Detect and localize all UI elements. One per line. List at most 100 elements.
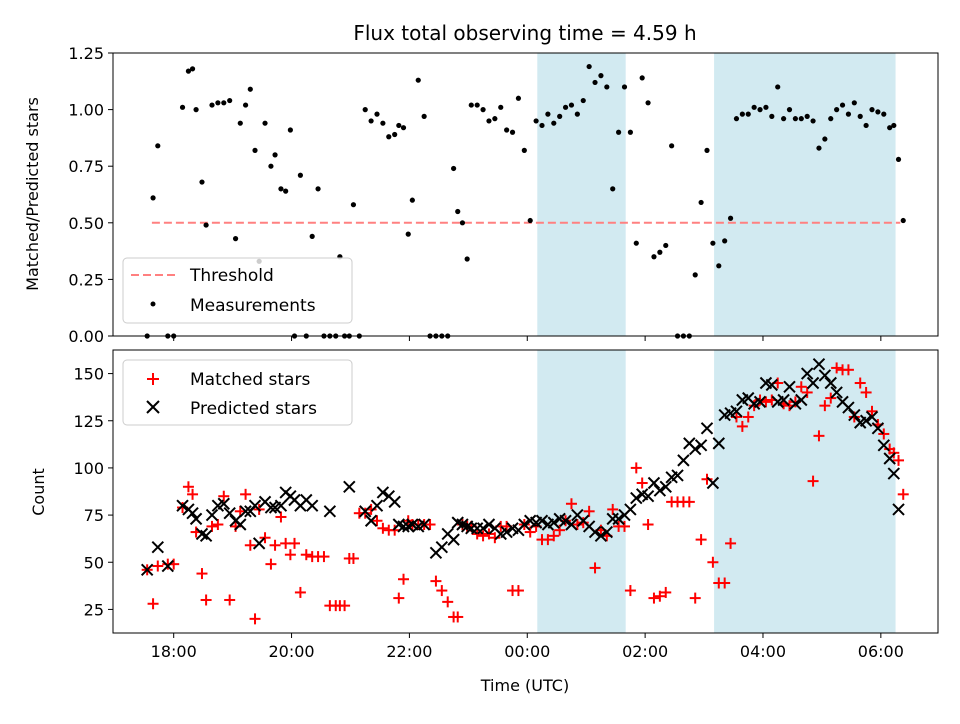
matched-star-point — [512, 585, 524, 597]
predicted-star-stroke — [624, 503, 637, 516]
measurement-point — [492, 116, 498, 122]
measurement-point — [474, 102, 480, 108]
predicted-star-point — [518, 518, 531, 531]
measurement-point — [592, 79, 598, 86]
predicted-star-stroke — [300, 493, 313, 507]
predicted-star-point — [842, 401, 855, 414]
matched-star-point — [760, 396, 772, 408]
matched-star-point — [275, 511, 287, 523]
predicted-star-stroke — [364, 514, 378, 527]
predicted-star-stroke — [441, 527, 454, 541]
matched-star-point — [152, 560, 164, 572]
predicted-star-stroke — [871, 422, 885, 435]
predicted-star-point — [765, 378, 779, 392]
measurement-point — [215, 100, 221, 106]
predicted-star-point — [671, 469, 684, 482]
matched-legend-label: Matched stars — [190, 370, 310, 390]
measurement-point — [869, 107, 875, 113]
predicted-star-stroke — [759, 376, 773, 390]
measurement-point — [822, 136, 828, 142]
predicted-star-stroke — [892, 503, 905, 516]
predicted-star-point — [848, 408, 861, 422]
measurement-point — [669, 143, 675, 149]
predicted-star-stroke — [258, 495, 272, 509]
matched-star-point — [318, 551, 330, 563]
matched-star-point — [359, 507, 371, 519]
x-axis-label: Time (UTC) — [480, 676, 569, 695]
predicted-star-point — [343, 480, 356, 493]
measurement-point — [562, 104, 569, 110]
measurement-point — [262, 120, 268, 126]
predicted-star-point — [795, 393, 808, 407]
measurement-point — [155, 143, 161, 149]
predicted-star-stroke — [370, 499, 384, 512]
predicted-star-stroke — [186, 506, 199, 520]
top-shaded-region-1 — [714, 53, 896, 336]
predicted-star-stroke — [217, 497, 230, 510]
predicted-star-point — [186, 506, 199, 520]
matched-star-point — [200, 594, 212, 606]
top-legend: Threshold Measurements — [122, 257, 353, 324]
predicted-star-stroke — [343, 480, 356, 493]
matched-star-point — [630, 462, 642, 474]
predicted-star-point — [624, 503, 637, 516]
matched-star-point — [825, 392, 837, 404]
predicted-star-point — [830, 386, 843, 399]
predicted-star-stroke — [305, 499, 319, 512]
bottom-legend-box — [122, 359, 353, 426]
measurement-point — [455, 208, 461, 215]
bottom-panel: 25 50 75 100 125 150 18:00 20:00 22:00 00:00 02:00… — [73, 349, 939, 661]
predicted-star-stroke — [671, 469, 684, 482]
bottom-xtick-label: 00:00 — [504, 642, 550, 661]
measurement-point — [834, 107, 840, 113]
measurement-point — [272, 152, 278, 158]
matched-star-point — [259, 532, 271, 544]
matched-star-point — [589, 562, 601, 574]
matched-legend-swatch — [147, 373, 159, 385]
measurement-point — [851, 100, 857, 106]
predicted-star-stroke — [647, 476, 661, 490]
measurement-point — [396, 122, 402, 129]
predicted-star-stroke — [388, 495, 401, 509]
predicted-star-stroke — [288, 493, 301, 507]
predicted-star-stroke — [323, 505, 337, 518]
predicted-star-point — [730, 405, 743, 418]
matched-star-point — [224, 594, 236, 606]
bottom-legend: Matched stars Predicted stars — [122, 359, 353, 426]
matched-star-point — [860, 386, 872, 398]
predicted-star-stroke — [500, 525, 513, 539]
matched-star-point — [878, 428, 890, 440]
measurement-point — [745, 111, 751, 117]
predicted-star-point — [559, 514, 572, 527]
predicted-star-point — [151, 540, 164, 554]
bottom-shaded-region-0 — [537, 350, 626, 633]
bottom-xtick-label: 18:00 — [151, 642, 197, 661]
measurement-point — [268, 163, 274, 169]
predicted-star-stroke — [883, 452, 896, 465]
predicted-star-stroke — [594, 529, 608, 543]
matched-star-point — [430, 575, 442, 587]
predicted-star-stroke — [612, 512, 625, 526]
bottom-xtick-label: 22:00 — [386, 642, 432, 661]
predicted-star-point — [217, 497, 230, 510]
measurement-point — [598, 73, 604, 79]
predicted-star-stroke — [712, 437, 725, 450]
predicted-star-stroke — [376, 486, 390, 499]
measurement-point — [221, 100, 227, 106]
matched-star-point — [754, 394, 766, 406]
measurement-point — [895, 156, 902, 163]
predicted-star-point — [887, 467, 901, 480]
predicted-star-point — [234, 518, 247, 531]
measurement-point — [639, 75, 645, 81]
measurement-point — [545, 111, 551, 117]
measurements-legend-swatch — [150, 301, 156, 307]
top-ylabel: Matched/Predicted stars — [23, 97, 42, 291]
measurement-point — [150, 195, 156, 201]
predicted-star-stroke — [694, 439, 708, 452]
matched-star-point — [831, 362, 843, 374]
matched-star-point — [398, 573, 410, 585]
predicted-star-stroke — [830, 386, 843, 399]
measurement-point — [185, 68, 192, 74]
matched-star-point — [730, 411, 742, 423]
